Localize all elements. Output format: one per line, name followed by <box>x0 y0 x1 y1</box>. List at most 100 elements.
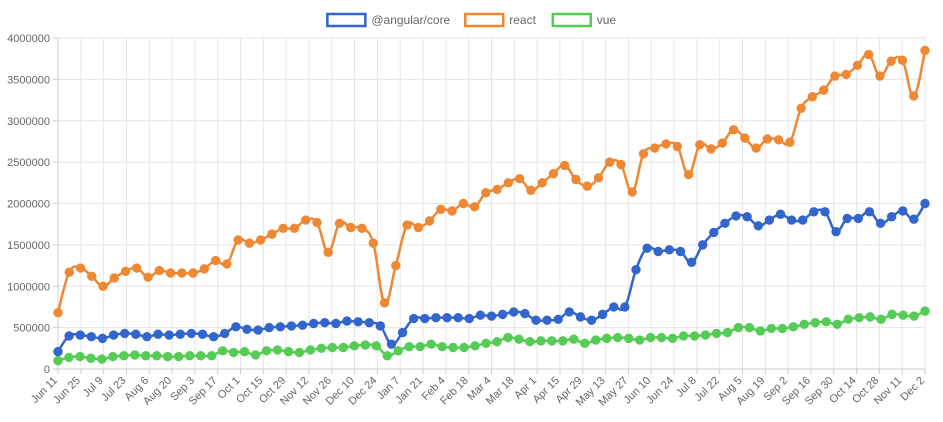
data-point-angular-core <box>531 315 541 325</box>
data-point-vue <box>283 346 294 357</box>
legend: @angular/core react vue <box>326 12 617 28</box>
series-react <box>53 45 930 318</box>
data-point-angular-core <box>720 218 730 229</box>
data-point-vue <box>854 312 864 323</box>
data-point-react <box>132 263 142 273</box>
data-point-vue <box>470 341 480 351</box>
data-point-react <box>773 135 784 145</box>
data-point-angular-core <box>820 207 830 217</box>
data-point-angular-core <box>420 313 430 324</box>
data-point-angular-core <box>586 315 597 325</box>
data-point-react <box>357 223 367 234</box>
data-point-angular-core <box>909 214 919 224</box>
data-point-react <box>199 264 210 274</box>
data-point-react <box>492 184 502 195</box>
x-tick-label: Jul 23 <box>99 375 128 404</box>
data-point-vue <box>634 335 645 345</box>
data-point-react <box>143 272 153 282</box>
data-point-angular-core <box>697 240 708 250</box>
data-point-vue <box>580 338 590 349</box>
data-point-react <box>210 255 221 266</box>
data-point-react <box>841 69 851 80</box>
data-point-vue <box>887 309 897 320</box>
data-point-react <box>53 308 63 318</box>
legend-label: vue <box>597 13 617 27</box>
data-point-react <box>64 267 74 277</box>
data-point-angular-core <box>264 322 274 333</box>
data-point-react <box>255 235 266 245</box>
data-point-angular-core <box>453 312 463 323</box>
data-point-vue <box>404 341 414 352</box>
data-point-react <box>548 169 559 179</box>
data-point-vue <box>645 332 656 343</box>
data-point-vue <box>338 342 349 353</box>
data-point-react <box>120 266 131 277</box>
data-point-vue <box>733 322 744 333</box>
data-point-angular-core <box>664 245 675 255</box>
data-point-vue <box>393 346 403 356</box>
y-tick-label: 0 <box>44 364 50 376</box>
data-point-angular-core <box>242 324 252 334</box>
legend-item-angular-core[interactable]: @angular/core <box>326 12 451 28</box>
legend-swatch <box>326 12 367 28</box>
legend-label: react <box>509 13 536 27</box>
data-point-vue <box>700 330 711 340</box>
data-point-vue <box>667 333 678 344</box>
data-point-react <box>627 187 637 197</box>
data-point-vue <box>492 336 502 347</box>
data-point-vue <box>810 317 820 328</box>
data-point-angular-core <box>364 317 374 328</box>
data-point-angular-core <box>353 317 363 327</box>
legend-item-react[interactable]: react <box>464 12 537 28</box>
data-point-react <box>559 160 570 171</box>
data-point-vue <box>174 351 184 362</box>
data-point-angular-core <box>253 325 263 335</box>
data-point-vue <box>536 336 546 346</box>
data-point-vue <box>722 327 733 338</box>
data-point-angular-core <box>875 218 886 229</box>
data-point-angular-core <box>564 307 575 317</box>
data-point-react <box>75 263 86 273</box>
data-point-angular-core <box>208 332 219 342</box>
data-point-angular-core <box>186 328 197 339</box>
data-point-react <box>728 125 739 135</box>
data-point-vue <box>327 342 338 353</box>
data-point-react <box>267 229 277 239</box>
y-tick-label: 2500000 <box>7 157 50 169</box>
data-point-react <box>289 223 300 234</box>
data-point-vue <box>920 306 930 316</box>
data-point-vue <box>744 322 755 333</box>
data-point-vue <box>53 356 63 366</box>
data-point-vue <box>514 334 524 344</box>
data-point-angular-core <box>431 312 441 323</box>
data-point-vue <box>119 351 129 361</box>
y-tick-label: 1000000 <box>7 281 50 293</box>
data-point-angular-core <box>475 310 486 320</box>
data-point-vue <box>865 312 875 322</box>
data-point-vue <box>777 323 788 334</box>
data-point-react <box>165 268 176 278</box>
data-point-angular-core <box>342 316 352 326</box>
data-point-angular-core <box>642 243 652 253</box>
data-point-angular-core <box>53 346 63 357</box>
data-point-react <box>469 202 480 212</box>
data-point-vue <box>195 351 206 361</box>
data-point-angular-core <box>220 328 230 339</box>
data-point-react <box>526 185 536 195</box>
data-point-vue <box>97 354 107 364</box>
data-point-react <box>785 137 795 147</box>
data-point-angular-core <box>108 330 119 340</box>
data-point-react <box>661 139 671 149</box>
data-point-react <box>458 198 469 209</box>
data-point-vue <box>503 332 513 343</box>
data-point-vue <box>239 346 250 357</box>
data-point-react <box>616 159 626 170</box>
y-tick-label: 4000000 <box>7 33 50 45</box>
data-point-angular-core <box>520 308 530 319</box>
legend-item-vue[interactable]: vue <box>551 12 617 28</box>
series-vue <box>53 306 930 366</box>
data-point-angular-core <box>809 207 819 217</box>
data-point-react <box>188 268 198 278</box>
data-point-react <box>864 49 874 60</box>
data-point-react <box>177 268 187 278</box>
